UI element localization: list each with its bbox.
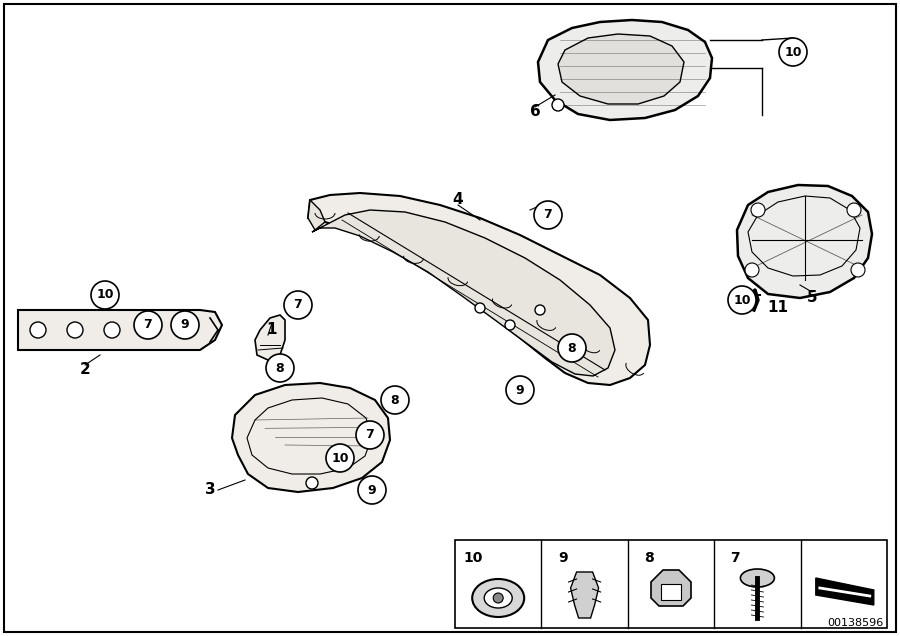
Text: 9: 9 <box>516 384 525 396</box>
FancyBboxPatch shape <box>4 4 896 632</box>
Circle shape <box>171 311 199 339</box>
Circle shape <box>266 354 294 382</box>
Text: 10: 10 <box>96 289 113 301</box>
Circle shape <box>306 477 318 489</box>
Text: 6: 6 <box>529 104 540 120</box>
Ellipse shape <box>472 579 524 617</box>
Circle shape <box>728 286 756 314</box>
Text: 1: 1 <box>266 322 277 338</box>
Circle shape <box>493 593 503 603</box>
Circle shape <box>558 334 586 362</box>
Text: 8: 8 <box>275 361 284 375</box>
Ellipse shape <box>741 569 774 587</box>
Text: 11: 11 <box>768 300 788 315</box>
Text: 10: 10 <box>464 551 483 565</box>
Circle shape <box>534 201 562 229</box>
Polygon shape <box>255 315 285 360</box>
Circle shape <box>358 476 386 504</box>
Ellipse shape <box>484 588 512 608</box>
Text: 5: 5 <box>806 291 817 305</box>
Circle shape <box>356 421 384 449</box>
Circle shape <box>177 322 193 338</box>
Circle shape <box>475 303 485 313</box>
Polygon shape <box>737 185 872 298</box>
Text: 7: 7 <box>544 209 553 221</box>
Text: 2: 2 <box>79 363 90 378</box>
Text: 10: 10 <box>331 452 349 464</box>
Polygon shape <box>558 34 684 104</box>
Circle shape <box>30 322 46 338</box>
Circle shape <box>284 291 312 319</box>
Circle shape <box>751 203 765 217</box>
Text: 8: 8 <box>391 394 400 406</box>
Circle shape <box>779 38 807 66</box>
Polygon shape <box>308 193 650 385</box>
Circle shape <box>142 322 158 338</box>
Circle shape <box>326 444 354 472</box>
Circle shape <box>381 386 409 414</box>
Circle shape <box>506 376 534 404</box>
Circle shape <box>552 99 564 111</box>
Polygon shape <box>571 572 598 618</box>
Circle shape <box>67 322 83 338</box>
Text: 4: 4 <box>453 193 464 207</box>
Circle shape <box>745 263 759 277</box>
Text: 9: 9 <box>558 551 567 565</box>
FancyBboxPatch shape <box>455 540 887 628</box>
Circle shape <box>535 305 545 315</box>
Circle shape <box>91 281 119 309</box>
Text: 8: 8 <box>568 342 576 354</box>
Circle shape <box>505 320 515 330</box>
Text: 9: 9 <box>181 319 189 331</box>
Text: 10: 10 <box>784 46 802 59</box>
Circle shape <box>104 322 120 338</box>
Text: 00138596: 00138596 <box>828 618 884 628</box>
Circle shape <box>847 203 861 217</box>
Text: 9: 9 <box>368 483 376 497</box>
Text: 7: 7 <box>144 319 152 331</box>
Polygon shape <box>815 578 874 605</box>
Polygon shape <box>312 210 615 376</box>
Polygon shape <box>308 200 325 230</box>
Text: 10: 10 <box>734 293 751 307</box>
Polygon shape <box>661 584 681 600</box>
Text: 8: 8 <box>644 551 654 565</box>
Polygon shape <box>232 383 390 492</box>
Polygon shape <box>538 20 712 120</box>
Circle shape <box>851 263 865 277</box>
Polygon shape <box>651 570 691 606</box>
Polygon shape <box>18 310 222 350</box>
Text: 7: 7 <box>731 551 740 565</box>
Text: 7: 7 <box>293 298 302 312</box>
Text: 3: 3 <box>204 483 215 497</box>
Circle shape <box>134 311 162 339</box>
Text: 7: 7 <box>365 429 374 441</box>
